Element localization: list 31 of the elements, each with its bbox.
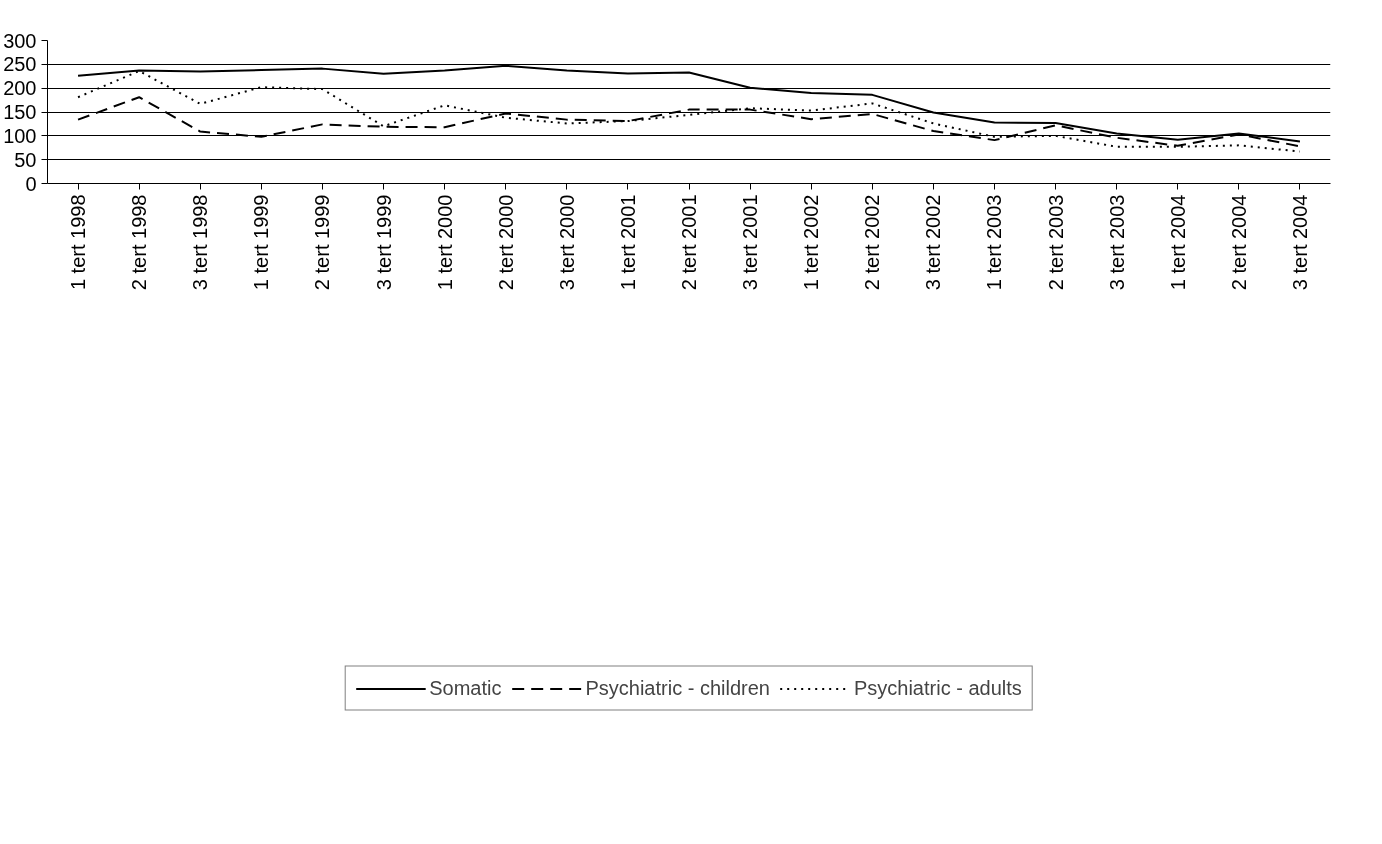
y-tick-label: 200: [3, 77, 37, 100]
x-tick-label: 1 tert 1999: [250, 194, 273, 291]
x-tick-label: 1 tert 2003: [983, 194, 1006, 291]
y-tick-label: 250: [3, 53, 37, 76]
legend-label: Somatic: [429, 676, 502, 700]
x-tick-label: 2 tert 2004: [1227, 194, 1250, 291]
x-tick-label: 3 tert 2004: [1288, 194, 1311, 291]
x-tick-label: 1 tert 2004: [1166, 194, 1189, 291]
x-tick-label: 3 tert 1998: [189, 194, 212, 291]
x-tick-label: 3 tert 2001: [739, 194, 762, 291]
y-tick-label: 100: [3, 124, 37, 147]
x-tick-label: 3 tert 2003: [1105, 194, 1128, 291]
y-tick-label: 50: [14, 148, 37, 171]
x-tick-label: 2 tert 2001: [678, 194, 700, 291]
x-tick-label: 1 tert 2001: [616, 194, 639, 291]
x-tick-label: 2 tert 2000: [494, 194, 517, 291]
x-tick-label: 3 tert 2002: [922, 194, 945, 291]
legend-label: Psychiatric - children: [585, 676, 770, 700]
y-tick-label: 300: [3, 29, 37, 52]
x-tick-label: 2 tert 1998: [128, 194, 151, 291]
x-tick-label: 1 tert 1998: [67, 194, 90, 291]
x-tick-label: 3 tert 1999: [372, 194, 395, 291]
legend-label: Psychiatric - adults: [853, 676, 1022, 700]
y-tick-label: 150: [3, 101, 37, 123]
x-tick-label: 1 tert 2002: [800, 194, 823, 291]
x-tick-label: 1 tert 2000: [433, 194, 456, 291]
x-tick-label: 2 tert 2003: [1044, 194, 1067, 291]
y-tick-label: 0: [25, 172, 37, 195]
x-tick-label: 3 tert 2000: [555, 194, 578, 291]
x-tick-label: 2 tert 1999: [311, 194, 334, 291]
x-tick-label: 2 tert 2002: [861, 194, 884, 291]
